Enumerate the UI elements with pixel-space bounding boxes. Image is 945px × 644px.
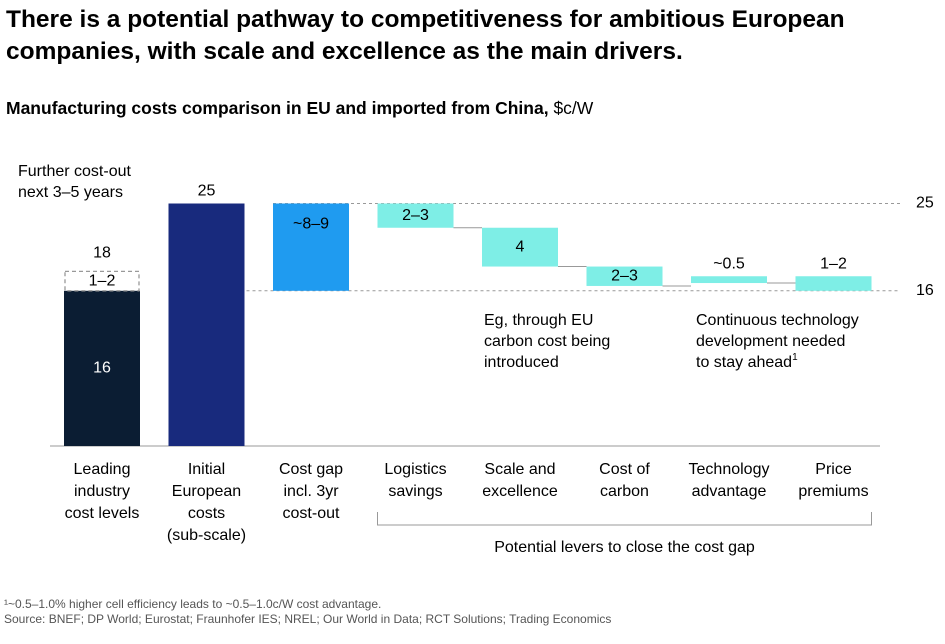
category-label: (sub-scale) bbox=[167, 527, 246, 544]
category-label: Logistics bbox=[384, 461, 446, 478]
bar bbox=[482, 227, 558, 267]
bar-value-label: 2–3 bbox=[402, 207, 429, 224]
source-note: Source: BNEF; DP World; Eurostat; Fraunh… bbox=[4, 612, 612, 626]
annotation-technology: to stay ahead1 bbox=[696, 352, 798, 372]
category-label: Technology bbox=[689, 461, 770, 478]
category-label: incl. 3yr bbox=[283, 483, 339, 500]
reference-line-label: 16 bbox=[916, 282, 934, 299]
category-label: costs bbox=[188, 505, 225, 522]
bar bbox=[273, 203, 349, 291]
footnotes: ¹~0.5–1.0% higher cell efficiency leads … bbox=[4, 597, 611, 627]
category-label: Cost gap bbox=[279, 461, 343, 478]
category-label: Leading bbox=[74, 461, 131, 478]
category-label: savings bbox=[388, 483, 442, 500]
reference-line-label: 25 bbox=[916, 195, 934, 212]
further-cost-out-box bbox=[64, 270, 140, 292]
bar bbox=[377, 203, 454, 228]
bar bbox=[691, 276, 767, 284]
bar-value-label: 2–3 bbox=[611, 267, 638, 284]
chart-title: There is a potential pathway to competit… bbox=[6, 6, 845, 65]
annotation-technology: development needed bbox=[696, 333, 845, 350]
annotation-carbon: Eg, through EU bbox=[484, 312, 593, 329]
category-label: Initial bbox=[188, 461, 225, 478]
category-label: cost levels bbox=[65, 505, 140, 522]
category-label: premiums bbox=[798, 483, 868, 500]
levers-bracket-label: Potential levers to close the cost gap bbox=[494, 539, 755, 556]
subtitle-text: Manufacturing costs comparison in EU and… bbox=[6, 98, 549, 118]
bar-value-label: 4 bbox=[516, 238, 525, 255]
chart-subtitle: Manufacturing costs comparison in EU and… bbox=[6, 98, 593, 119]
category-label: Scale and bbox=[484, 461, 555, 478]
category-label: carbon bbox=[600, 483, 649, 500]
subtitle-unit: $c/W bbox=[553, 98, 594, 118]
further-cost-out-total: 18 bbox=[93, 245, 111, 262]
category-label: advantage bbox=[692, 483, 767, 500]
annotation-carbon: carbon cost being bbox=[484, 333, 610, 350]
category-label: cost-out bbox=[283, 505, 340, 522]
bar bbox=[64, 290, 140, 446]
category-label: Price bbox=[815, 461, 852, 478]
category-label: European bbox=[172, 483, 241, 500]
further-cost-out-note: next 3–5 years bbox=[18, 184, 123, 201]
further-cost-out-label: 1–2 bbox=[89, 272, 116, 289]
bar-value-label: ~0.5 bbox=[713, 255, 745, 272]
annotation-technology: Continuous technology bbox=[696, 312, 859, 329]
levers-bracket bbox=[377, 512, 872, 526]
footnote: ¹~0.5–1.0% higher cell efficiency leads … bbox=[4, 597, 382, 611]
category-label: excellence bbox=[482, 483, 558, 500]
bar-value-label: 25 bbox=[198, 183, 216, 200]
category-label: industry bbox=[74, 483, 130, 500]
bar bbox=[586, 266, 663, 286]
further-cost-out-note: Further cost-out bbox=[18, 163, 131, 180]
bar-value-label: 1–2 bbox=[820, 255, 847, 272]
footnote-marker: 1 bbox=[792, 352, 798, 363]
bar bbox=[168, 203, 245, 446]
bar-value-label: ~8–9 bbox=[293, 216, 329, 233]
annotation-carbon: introduced bbox=[484, 354, 559, 371]
bar-value-label: 16 bbox=[93, 360, 111, 377]
bar bbox=[795, 276, 872, 291]
category-label: Cost of bbox=[599, 461, 650, 478]
waterfall-chart: 25 16 16 25 ~8–9 2–3 4 2–3 ~0.5 1–2 1–2 18 Further c… bbox=[18, 163, 934, 556]
